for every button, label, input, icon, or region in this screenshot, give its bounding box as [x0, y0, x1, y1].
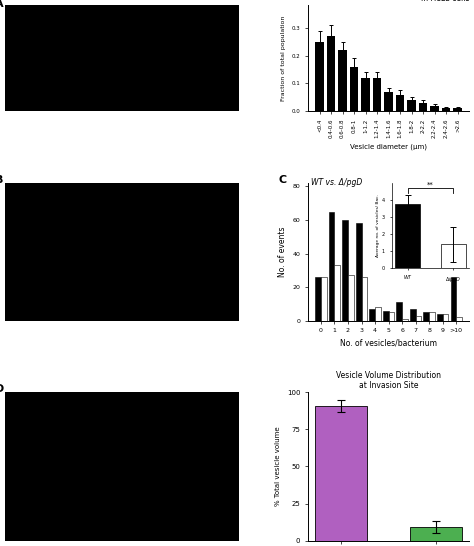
- Bar: [423, 312, 429, 321]
- Title: Vesicle Volume Distribution
at Invasion Site: Vesicle Volume Distribution at Invasion …: [336, 371, 441, 390]
- Bar: [373, 78, 382, 111]
- Bar: [407, 100, 416, 111]
- Text: WT vs. Δ/pgD: WT vs. Δ/pgD: [311, 177, 363, 187]
- Bar: [443, 314, 448, 321]
- Bar: [419, 103, 428, 111]
- Bar: [396, 302, 402, 321]
- Bar: [356, 223, 362, 321]
- X-axis label: Vesicle diameter (μm): Vesicle diameter (μm): [350, 144, 427, 151]
- Text: D: D: [0, 383, 5, 394]
- Y-axis label: % Total vesicle volume: % Total vesicle volume: [275, 426, 281, 506]
- Bar: [402, 319, 408, 321]
- Bar: [437, 314, 443, 321]
- Bar: [383, 311, 389, 321]
- Bar: [396, 94, 404, 111]
- Bar: [315, 277, 321, 321]
- Bar: [362, 277, 367, 321]
- Bar: [384, 92, 393, 111]
- Bar: [335, 265, 340, 321]
- Bar: [348, 275, 354, 321]
- Bar: [361, 78, 370, 111]
- Bar: [389, 312, 394, 321]
- Bar: [329, 211, 335, 321]
- Bar: [456, 317, 462, 321]
- Bar: [369, 309, 375, 321]
- Bar: [410, 527, 462, 541]
- Bar: [315, 41, 324, 111]
- Text: Vesicle size distribution
in HeLa cells: Vesicle size distribution in HeLa cells: [379, 0, 469, 3]
- Bar: [453, 109, 462, 111]
- Bar: [342, 220, 348, 321]
- X-axis label: No. of vesicles/bacterium: No. of vesicles/bacterium: [340, 339, 437, 348]
- Bar: [416, 316, 421, 321]
- Text: C: C: [279, 175, 287, 185]
- Bar: [451, 277, 456, 321]
- Bar: [430, 106, 439, 111]
- Bar: [442, 109, 450, 111]
- Bar: [338, 50, 347, 111]
- Bar: [375, 307, 381, 321]
- Bar: [321, 277, 327, 321]
- Bar: [315, 406, 367, 541]
- Text: A: A: [0, 0, 4, 9]
- Bar: [410, 309, 416, 321]
- Text: B: B: [0, 175, 4, 185]
- Y-axis label: No. of events: No. of events: [278, 227, 287, 277]
- Bar: [327, 36, 336, 111]
- Bar: [350, 67, 358, 111]
- Y-axis label: Fraction of total population: Fraction of total population: [281, 16, 286, 101]
- Bar: [429, 312, 435, 321]
